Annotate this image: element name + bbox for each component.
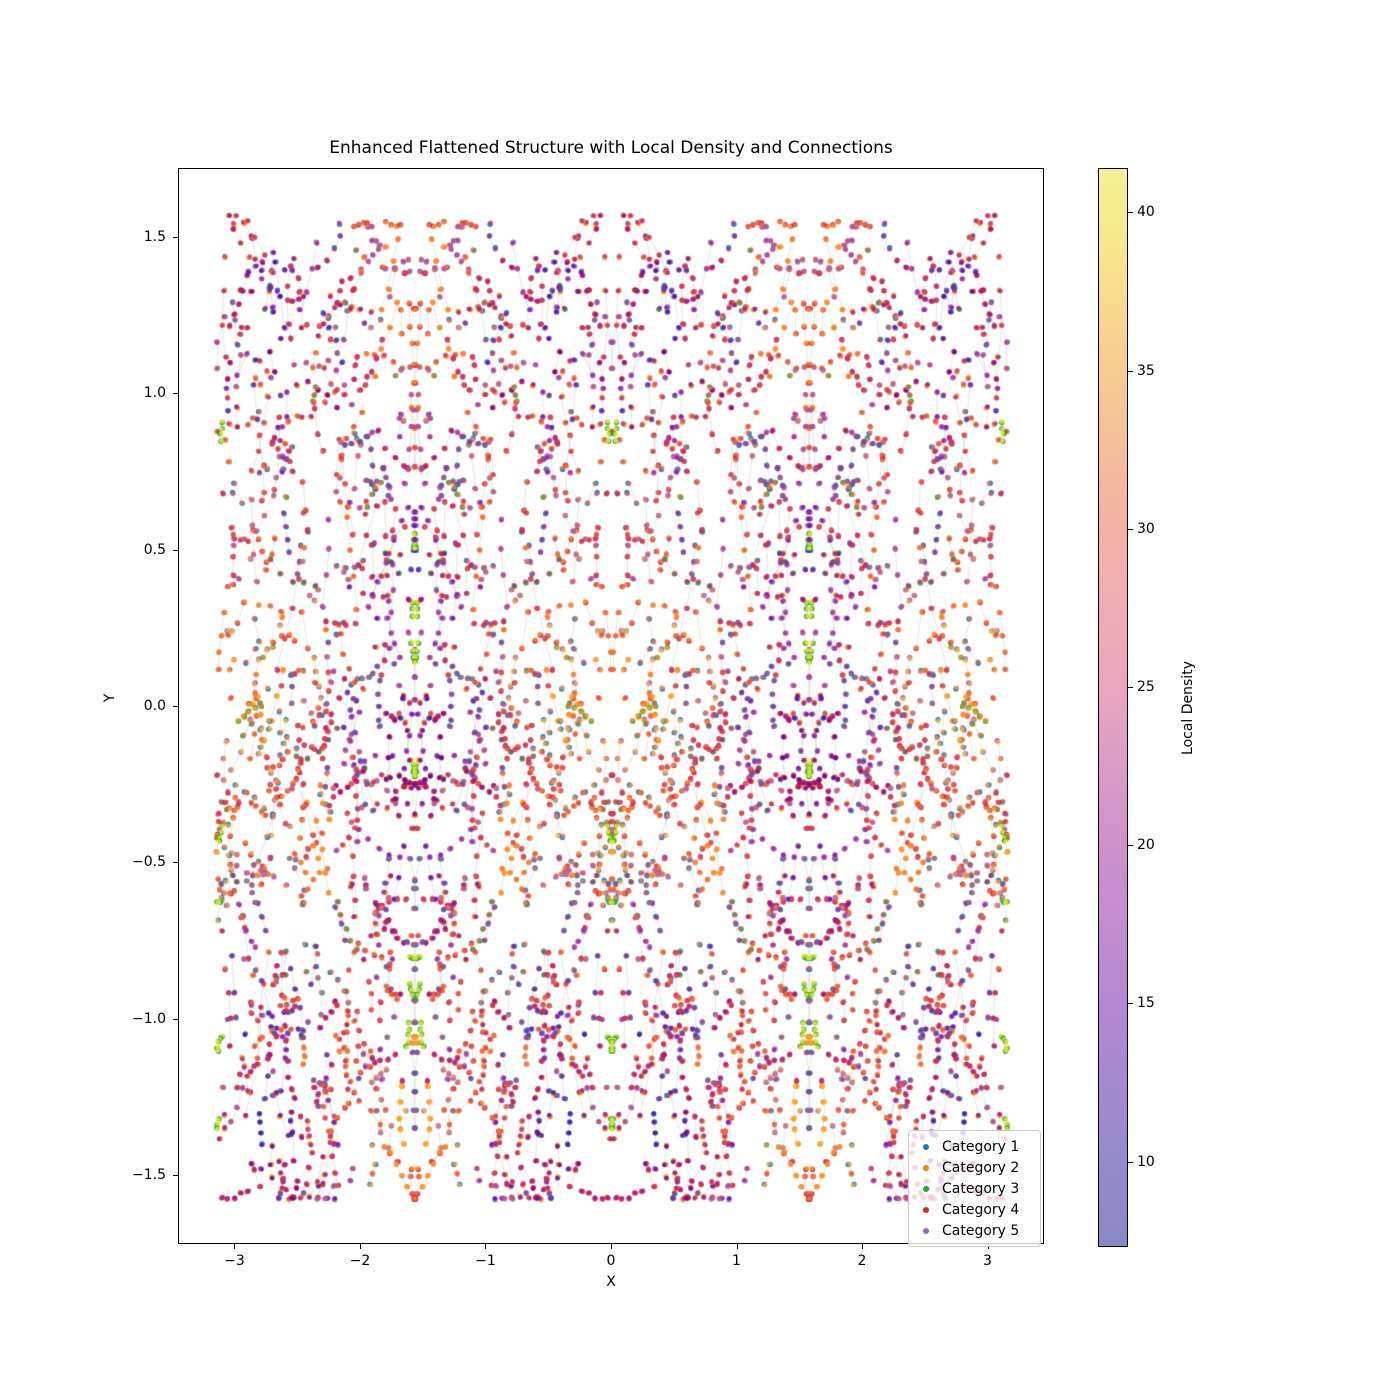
colorbar-label: Local Density [1180, 661, 1196, 755]
scatter-canvas [179, 169, 1043, 1243]
colorbar-tick-mark [1128, 1003, 1133, 1005]
legend-item-label: Category 3 [942, 1180, 1020, 1197]
legend-marker-icon [923, 1206, 929, 1213]
legend-marker-icon [923, 1164, 929, 1171]
legend-marker-icon [923, 1185, 929, 1192]
y-tick-mark [173, 393, 178, 395]
legend-item: Category 1 [915, 1136, 1032, 1157]
colorbar-tick-label: 10 [1137, 1153, 1155, 1170]
y-tick-label: 1.5 [143, 228, 166, 245]
legend-item-label: Category 4 [942, 1201, 1020, 1218]
colorbar-tick-label: 30 [1137, 520, 1155, 537]
colorbar-tick-label: 40 [1137, 204, 1155, 221]
legend-marker-icon [923, 1143, 929, 1150]
x-tick-mark [862, 1244, 863, 1249]
chart-title: Enhanced Flattened Structure with Local … [329, 138, 893, 158]
x-tick-mark [485, 1244, 487, 1249]
y-tick-mark [173, 1175, 178, 1177]
colorbar-tick-mark [1128, 212, 1133, 214]
colorbar-tick-label: 25 [1137, 678, 1155, 695]
legend-item-label: Category 1 [942, 1138, 1020, 1155]
colorbar-tick-label: 20 [1137, 837, 1155, 854]
x-tick-label: 0 [606, 1253, 616, 1269]
colorbar-tick-label: 35 [1137, 362, 1155, 379]
y-tick-label: −0.5 [132, 854, 166, 871]
y-tick-label: 0.5 [143, 541, 166, 558]
y-tick-label: 1.0 [143, 385, 166, 402]
x-tick-mark [234, 1244, 236, 1249]
x-axis-label: X [606, 1274, 616, 1290]
legend-item: Category 4 [915, 1199, 1032, 1220]
colorbar-tick-label: 15 [1137, 995, 1155, 1012]
legend-item: Category 5 [915, 1220, 1032, 1241]
colorbar-tick-mark [1128, 370, 1133, 372]
colorbar-tick-mark [1128, 1161, 1133, 1163]
colorbar-tick-mark [1128, 845, 1133, 847]
legend-item-label: Category 2 [942, 1159, 1020, 1176]
legend-item: Category 2 [915, 1157, 1032, 1178]
x-tick-label: −3 [224, 1253, 245, 1269]
colorbar-tick-mark [1128, 686, 1133, 688]
y-tick-mark [173, 706, 178, 707]
y-tick-mark [173, 1018, 178, 1020]
legend-item-label: Category 5 [942, 1222, 1020, 1239]
x-tick-mark [736, 1244, 738, 1249]
legend-item: Category 3 [915, 1178, 1032, 1199]
y-tick-label: 0.0 [143, 698, 166, 714]
x-tick-label: 2 [857, 1253, 867, 1269]
y-tick-mark [173, 236, 178, 238]
plot-area [178, 168, 1044, 1244]
x-tick-mark [359, 1244, 361, 1249]
x-tick-label: 1 [732, 1253, 741, 1269]
colorbar-tick-mark [1128, 528, 1133, 530]
legend: Category 1 Category 2 Category 3 Category 4… [908, 1130, 1041, 1247]
x-tick-mark [611, 1244, 612, 1249]
y-tick-label: −1.5 [132, 1167, 166, 1184]
y-tick-label: −1.0 [132, 1010, 166, 1027]
y-tick-mark [173, 549, 178, 551]
y-axis-label: Y [102, 693, 118, 703]
x-tick-label: −2 [349, 1253, 371, 1269]
colorbar [1098, 168, 1128, 1247]
x-tick-label: 3 [983, 1253, 992, 1269]
x-tick-label: −1 [475, 1253, 496, 1269]
y-tick-mark [173, 862, 178, 864]
legend-marker-icon [923, 1227, 929, 1234]
